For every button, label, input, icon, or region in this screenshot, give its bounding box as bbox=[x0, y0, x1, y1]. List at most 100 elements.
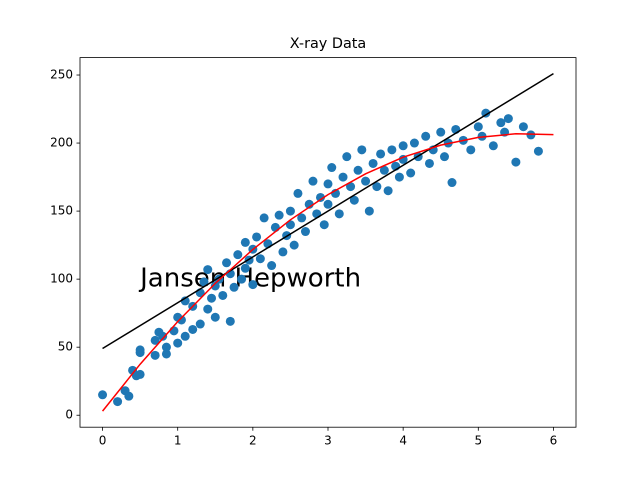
scatter-point bbox=[173, 338, 183, 348]
scatter-point bbox=[466, 145, 476, 155]
scatter-point bbox=[372, 182, 382, 192]
scatter-point bbox=[252, 232, 262, 242]
y-tick-label: 250 bbox=[50, 68, 73, 82]
chart-title: X-ray Data bbox=[290, 36, 367, 52]
scatter-point bbox=[376, 149, 386, 159]
scatter-point bbox=[161, 342, 171, 352]
scatter-point bbox=[312, 209, 322, 219]
scatter-point bbox=[135, 345, 145, 355]
scatter-point bbox=[210, 312, 220, 322]
scatter-point bbox=[424, 158, 434, 168]
scatter-point bbox=[293, 188, 303, 198]
scatter-point bbox=[319, 220, 329, 230]
scatter-point bbox=[518, 122, 528, 132]
scatter-point bbox=[379, 165, 389, 175]
scatter-point bbox=[229, 282, 239, 292]
scatter-point bbox=[161, 349, 171, 359]
scatter-point bbox=[210, 281, 220, 291]
y-tick-label: 150 bbox=[50, 204, 73, 218]
scatter-point bbox=[323, 199, 333, 209]
scatter-point bbox=[368, 158, 378, 168]
scatter-point bbox=[135, 369, 145, 379]
scatter-point bbox=[439, 152, 449, 162]
scatter-point bbox=[383, 186, 393, 196]
scatter-point bbox=[207, 293, 217, 303]
scatter-point bbox=[176, 315, 186, 325]
scatter-point bbox=[496, 118, 506, 128]
scatter-point bbox=[421, 131, 431, 141]
x-tick-label: 6 bbox=[550, 434, 558, 448]
scatter-point bbox=[394, 172, 404, 182]
scatter-point bbox=[406, 168, 416, 178]
scatter-point bbox=[361, 176, 371, 186]
y-tick-label: 0 bbox=[65, 408, 73, 422]
scatter-point bbox=[248, 280, 258, 290]
scatter-point bbox=[113, 397, 123, 407]
scatter-point bbox=[398, 141, 408, 151]
scatter-point bbox=[270, 222, 280, 232]
scatter-point bbox=[218, 290, 228, 300]
x-tick-label: 5 bbox=[474, 434, 482, 448]
scatter-point bbox=[150, 350, 160, 360]
scatter-point bbox=[342, 152, 352, 162]
scatter-point bbox=[169, 326, 179, 336]
scatter-point bbox=[338, 172, 348, 182]
scatter-point bbox=[98, 390, 108, 400]
scatter-point bbox=[180, 331, 190, 341]
scatter-point bbox=[315, 192, 325, 202]
scatter-point bbox=[233, 250, 243, 260]
scatter-point bbox=[488, 141, 498, 151]
scatter-point bbox=[353, 165, 363, 175]
scatter-point bbox=[327, 163, 337, 173]
scatter-point bbox=[259, 213, 269, 223]
y-tick-label: 50 bbox=[58, 340, 73, 354]
x-tick-label: 3 bbox=[324, 434, 332, 448]
scatter-point bbox=[222, 258, 232, 268]
scatter-point bbox=[203, 265, 213, 275]
scatter-point bbox=[346, 182, 356, 192]
x-tick-label: 0 bbox=[99, 434, 107, 448]
scatter-point bbox=[511, 157, 521, 167]
y-tick-label: 100 bbox=[50, 272, 73, 286]
scatter-point bbox=[447, 178, 457, 188]
scatter-point bbox=[267, 261, 277, 271]
scatter-point bbox=[300, 227, 310, 237]
scatter-point bbox=[285, 206, 295, 216]
x-tick-label: 1 bbox=[174, 434, 182, 448]
scatter-point bbox=[481, 108, 491, 118]
y-tick-label: 200 bbox=[50, 136, 73, 150]
scatter-point bbox=[237, 274, 247, 284]
fit-line bbox=[102, 73, 554, 350]
scatter-point bbox=[526, 130, 536, 140]
scatter-point bbox=[240, 263, 250, 273]
scatter-point bbox=[387, 145, 397, 155]
scatter-point bbox=[278, 247, 288, 257]
scatter-point bbox=[195, 319, 205, 329]
scatter-point bbox=[349, 195, 359, 205]
scatter-point bbox=[158, 331, 168, 341]
scatter-point bbox=[473, 122, 483, 132]
scatter-point bbox=[124, 391, 134, 401]
scatter-point bbox=[308, 176, 318, 186]
scatter-point bbox=[150, 335, 160, 345]
scatter-point bbox=[199, 277, 209, 287]
scatter-point bbox=[533, 146, 543, 156]
axes-frame bbox=[79, 57, 577, 428]
scatter-point bbox=[225, 316, 235, 326]
scatter-point bbox=[255, 254, 265, 264]
scatter-point bbox=[203, 304, 213, 314]
scatter-point bbox=[188, 324, 198, 334]
scatter-point bbox=[503, 114, 513, 124]
scatter-point bbox=[323, 179, 333, 189]
scatter-point bbox=[409, 138, 419, 148]
x-tick-label: 4 bbox=[399, 434, 407, 448]
scatter-point bbox=[334, 209, 344, 219]
scatter-point bbox=[357, 145, 367, 155]
scatter-point bbox=[436, 127, 446, 137]
scatter-point bbox=[297, 213, 307, 223]
scatter-point bbox=[364, 206, 374, 216]
fit-line bbox=[101, 133, 554, 412]
scatter-point bbox=[274, 210, 284, 220]
